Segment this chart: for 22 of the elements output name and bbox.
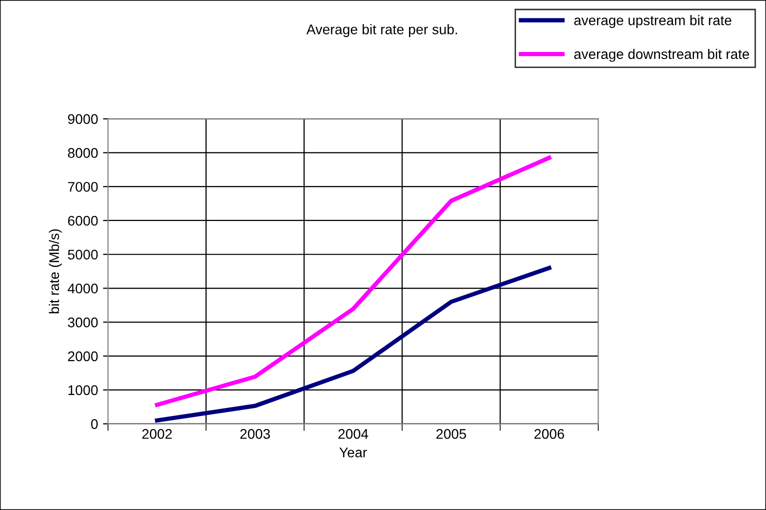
y-tick-label: 9000 — [68, 114, 98, 124]
x-axis-title: Year — [339, 448, 367, 458]
y-tick-label: 1000 — [68, 385, 98, 396]
y-tick-label: 5000 — [68, 250, 98, 260]
x-tick-label: 2004 — [338, 429, 368, 439]
x-tick-label: 2002 — [142, 429, 172, 439]
legend-label: average downstream bit rate — [574, 48, 750, 62]
y-tick-label: 4000 — [68, 284, 98, 294]
x-tick-label: 2005 — [436, 429, 466, 439]
line-series — [154, 266, 552, 423]
y-tick-label: 6000 — [68, 216, 98, 226]
y-axis-title: bit rate (Mb/s) — [48, 229, 62, 314]
y-tick-label: 8000 — [68, 148, 98, 158]
x-tick-label: 2003 — [240, 429, 270, 439]
line-series — [154, 156, 552, 407]
x-tick-label: 2006 — [534, 429, 564, 439]
y-tick-label: 0 — [91, 419, 98, 429]
legend-label: average upstream bit rate — [574, 15, 732, 28]
chart-title: Average bit rate per sub. — [306, 24, 457, 38]
y-tick-label: 3000 — [68, 317, 98, 328]
y-tick-label: 2000 — [68, 351, 98, 362]
y-tick-label: 7000 — [68, 182, 98, 192]
